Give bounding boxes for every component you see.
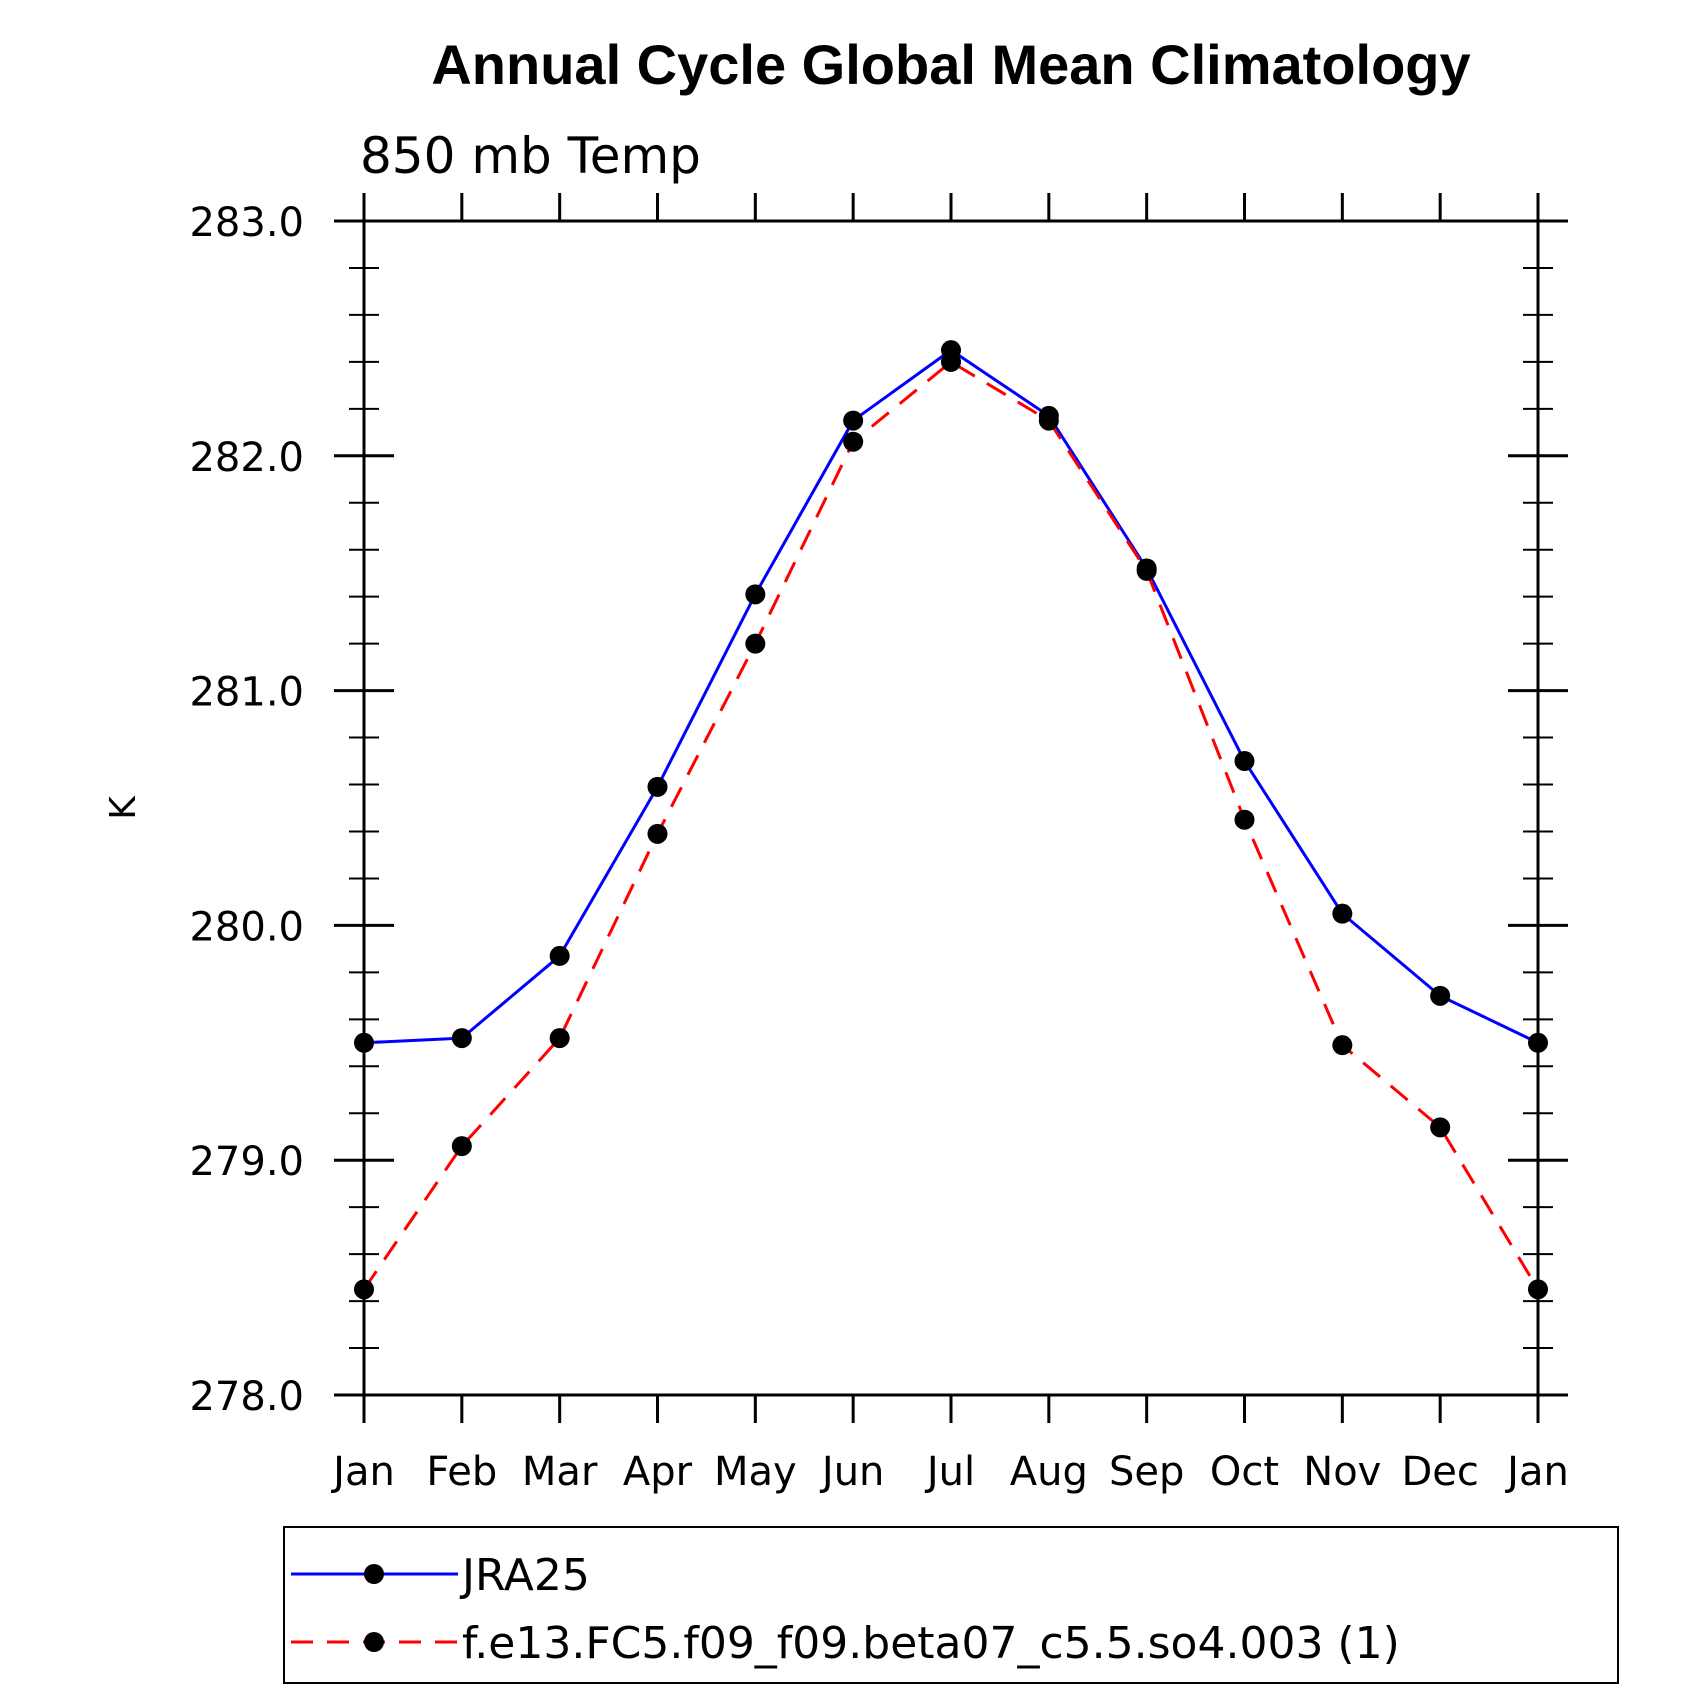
x-tick-label: Sep [1109, 1449, 1184, 1495]
data-point-series-0 [1430, 985, 1451, 1006]
x-tick-label: Aug [1010, 1449, 1088, 1495]
series-line-0 [363, 348, 1539, 1045]
legend-box [283, 1526, 1619, 1684]
y-tick-label: 279.0 [189, 1139, 304, 1185]
x-tick-label: Feb [426, 1449, 497, 1495]
x-tick-label: Mar [522, 1449, 598, 1495]
data-point-series-0 [1234, 751, 1255, 772]
series-line-1 [362, 360, 1540, 1291]
data-point-series-0 [354, 1032, 374, 1053]
legend-marker-1 [364, 1632, 384, 1652]
data-point-series-1 [354, 1279, 374, 1300]
x-tick-label: Dec [1401, 1449, 1478, 1495]
x-tick-label: Jul [924, 1449, 975, 1495]
data-point-series-0 [1528, 1032, 1548, 1053]
data-point-series-1 [549, 1028, 570, 1049]
data-point-series-1 [1332, 1035, 1353, 1056]
plot-frame [362, 219, 1540, 1397]
x-tick-label: Jun [819, 1449, 885, 1495]
y-tick-label: 281.0 [189, 670, 304, 716]
x-tick-label: Jan [330, 1449, 395, 1495]
data-point-series-0 [549, 945, 570, 966]
data-point-series-1 [1430, 1117, 1451, 1138]
y-tick-label: 282.0 [189, 435, 304, 481]
axes: Jan Feb Mar Apr May Jun Jul Aug Sep Oct Nov Dec Jan 2… [103, 193, 1569, 1495]
y-axis-label: K [103, 795, 144, 820]
data-point-series-1 [941, 351, 961, 372]
legend-marker-0 [364, 1564, 384, 1584]
y-tick-label: 278.0 [189, 1374, 304, 1420]
data-point-series-1 [1038, 410, 1059, 431]
x-tick-label: Apr [623, 1449, 693, 1495]
x-tick-label: Nov [1303, 1449, 1381, 1495]
data-point-series-1 [745, 633, 766, 654]
data-point-series-1 [647, 823, 668, 844]
legend-label-1: f.e13.FC5.f09_f09.beta07_c5.5.so4.003 (1… [462, 1618, 1400, 1669]
data-point-series-0 [451, 1028, 472, 1049]
data-point-series-0 [647, 776, 668, 797]
data-point-series-1 [451, 1136, 472, 1157]
data-point-series-0 [843, 410, 864, 431]
legend-label-0: JRA25 [459, 1550, 590, 1601]
x-tick-label: May [714, 1449, 797, 1495]
series-layer [354, 340, 1548, 1300]
data-point-series-1 [1234, 809, 1255, 830]
data-point-series-0 [745, 584, 766, 605]
data-point-series-1 [1136, 560, 1157, 581]
y-tick-label: 280.0 [189, 904, 304, 950]
data-point-series-1 [1528, 1279, 1548, 1300]
y-tick-label: 283.0 [189, 200, 304, 246]
data-point-series-1 [843, 431, 864, 452]
legend: JRA25 f.e13.FC5.f09_f09.beta07_c5.5.so4.0… [283, 1526, 1619, 1684]
data-point-series-0 [1332, 903, 1353, 924]
chart-title: Annual Cycle Global Mean Climatology [431, 33, 1470, 96]
x-tick-label: Oct [1210, 1449, 1279, 1495]
x-tick-label: Jan [1504, 1449, 1569, 1495]
chart-subtitle: 850 mb Temp [360, 127, 701, 185]
